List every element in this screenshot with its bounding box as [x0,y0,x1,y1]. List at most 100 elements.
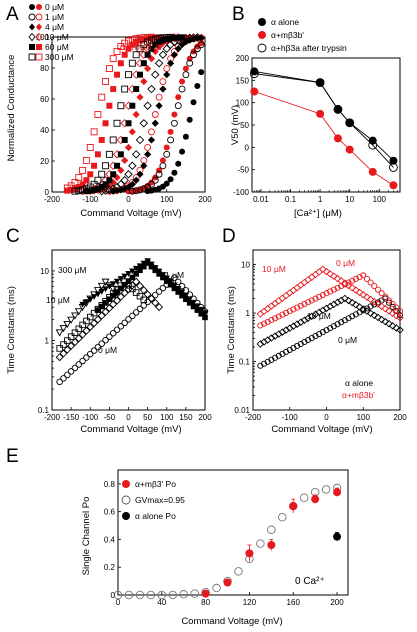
panel-a-point [75,187,83,195]
panel-d-point [367,279,374,286]
panel-c-point [120,289,129,298]
panel-d-point [348,298,356,307]
panel-d-point [330,272,338,280]
panel-a-point [159,162,167,170]
panel-c-point [171,285,178,292]
panel-a-point [144,64,152,73]
panel-d-point [274,297,283,305]
panel-c-point [132,265,140,272]
panel-a-point [105,185,114,195]
panel-d-point [385,319,393,328]
panel-c-point [74,334,83,343]
panel-a-point [175,34,182,41]
panel-c-point [140,296,148,304]
panel-a-frame [51,36,206,193]
legend-label: α+hβ3a after trypsin [271,43,347,53]
panel-c-point [90,309,98,317]
panel-d-point [304,276,312,284]
panel-d-point [349,277,356,284]
panel-a-ytick-label: 40 [40,126,49,135]
panel-b-xtick-label: 0.01 [253,195,269,204]
panel-a-ylabel: Normalized Conductance [6,55,17,162]
panel-c-point [183,296,189,303]
panel-d-point [363,293,371,301]
panel-a-point [121,85,129,93]
legend-label: α+mβ3' Po [135,479,176,489]
panel-c-point [60,341,67,348]
panel-a-point [197,41,205,49]
panel-a-point [152,34,159,41]
panel-a-point [98,93,106,101]
panel-d-point [363,275,370,282]
panel-a-point [117,151,124,158]
panel-d-label-10um-red: 10 μM [262,264,286,274]
panel-d-point [389,303,396,310]
panel-d-point [385,307,393,315]
panel-a-point [124,143,133,152]
panel-e-ytick-label: 0.4 [104,535,116,544]
panel-d-point [381,304,390,313]
legend-marker-circle-open-red [35,13,43,21]
panel-d-point [392,324,401,332]
panel-c-point [71,364,79,372]
panel-letter-c: C [6,226,20,247]
panel-d-xtick-label: -200 [245,413,262,422]
panel-a-point [171,34,178,41]
panel-b-xtick-label: 1 [318,195,323,204]
panel-a-xtick-label: -100 [82,195,99,204]
panel-a-point [143,101,152,110]
panel-c-point [86,323,95,331]
panel-b-legend: α alone α+mβ3b' α+hβ3a after trypsin [257,17,347,53]
panel-d-ytick-label: 1 [246,309,251,318]
panel-d-point [264,318,271,325]
panel-a-point [190,51,197,59]
panel-b-frame [251,57,401,193]
panel-a-point [121,51,128,58]
panel-c-xtick-label: -100 [82,413,99,422]
panel-d-point [289,286,298,295]
panel-a-point [167,176,174,183]
panel-a-point [144,38,152,46]
panel-e-legend: α+mβ3' Po GVmax=0.95 α alone Po [121,479,185,521]
panel-c-point [102,300,109,306]
panel-c-point [95,307,101,313]
panel-c-xtick-label: 50 [143,413,152,422]
panel-b-xlabel: [Ca²⁺] (μM) [294,208,342,219]
panel-c-point [144,298,151,306]
panel-e-point [245,549,254,558]
panel-a-point [166,59,175,67]
panel-c-point [102,336,109,344]
panel-a-point [182,71,190,79]
panel-a-point [87,171,94,178]
panel-c-point [106,296,113,303]
panel-a-point [113,119,121,127]
panel-d-label-0um-red: 0 μM [336,258,355,268]
panel-d-point [300,278,309,287]
panel-a-point [106,177,113,184]
panel-b-ytick-label: -50 [237,166,249,175]
legend-marker-square-filled [29,44,35,50]
panel-a-point [106,102,113,109]
panel-a-point [110,171,117,178]
panel-c-point [67,316,76,324]
panel-c-point [151,298,160,307]
panel-a-point [167,33,175,41]
panel-d-point [396,312,404,319]
panel-b-point [345,118,355,128]
panel-c-point [71,329,79,336]
panel-e-ytick-label: 0.2 [104,563,116,572]
panel-d-point [294,304,301,311]
panel-b-point [368,140,378,150]
panel-a-point [83,177,90,184]
panel-d-xtick-label: 0 [324,413,329,422]
panel-d-point [344,296,353,305]
panel-c-point [55,353,64,362]
panel-c-point [75,325,83,333]
panel-c-point [136,305,144,313]
panel-a-point [108,184,118,194]
legend-marker-diamond-open-red [35,32,43,42]
panel-e-point [223,578,232,587]
panel-a-point [132,176,140,184]
panel-c-point [121,273,128,280]
